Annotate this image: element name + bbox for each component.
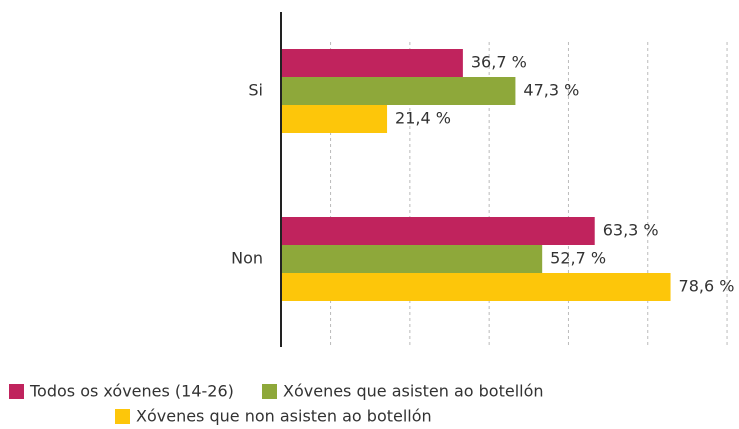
value-label: 21,4 % xyxy=(395,109,451,128)
value-label: 63,3 % xyxy=(603,221,659,240)
legend-swatch xyxy=(9,384,24,399)
legend-swatch xyxy=(115,409,130,424)
legend-label: Xóvenes que asisten ao botellón xyxy=(283,382,544,401)
category-label: Non xyxy=(231,249,263,268)
bar xyxy=(281,49,463,77)
category-label: Si xyxy=(248,81,263,100)
value-label: 36,7 % xyxy=(471,53,527,72)
legend-swatch xyxy=(262,384,277,399)
bar xyxy=(281,273,671,301)
value-label: 52,7 % xyxy=(550,249,606,268)
value-label: 78,6 % xyxy=(679,277,735,296)
bar xyxy=(281,77,516,105)
bar xyxy=(281,217,595,245)
legend-label: Xóvenes que non asisten ao botellón xyxy=(136,407,432,426)
bar xyxy=(281,105,388,133)
bar xyxy=(281,245,543,273)
value-label: 47,3 % xyxy=(523,81,579,100)
legend-label: Todos os xóvenes (14-26) xyxy=(29,382,234,401)
